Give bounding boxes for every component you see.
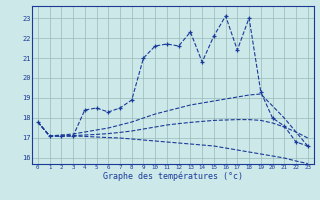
X-axis label: Graphe des températures (°c): Graphe des températures (°c) — [103, 172, 243, 181]
